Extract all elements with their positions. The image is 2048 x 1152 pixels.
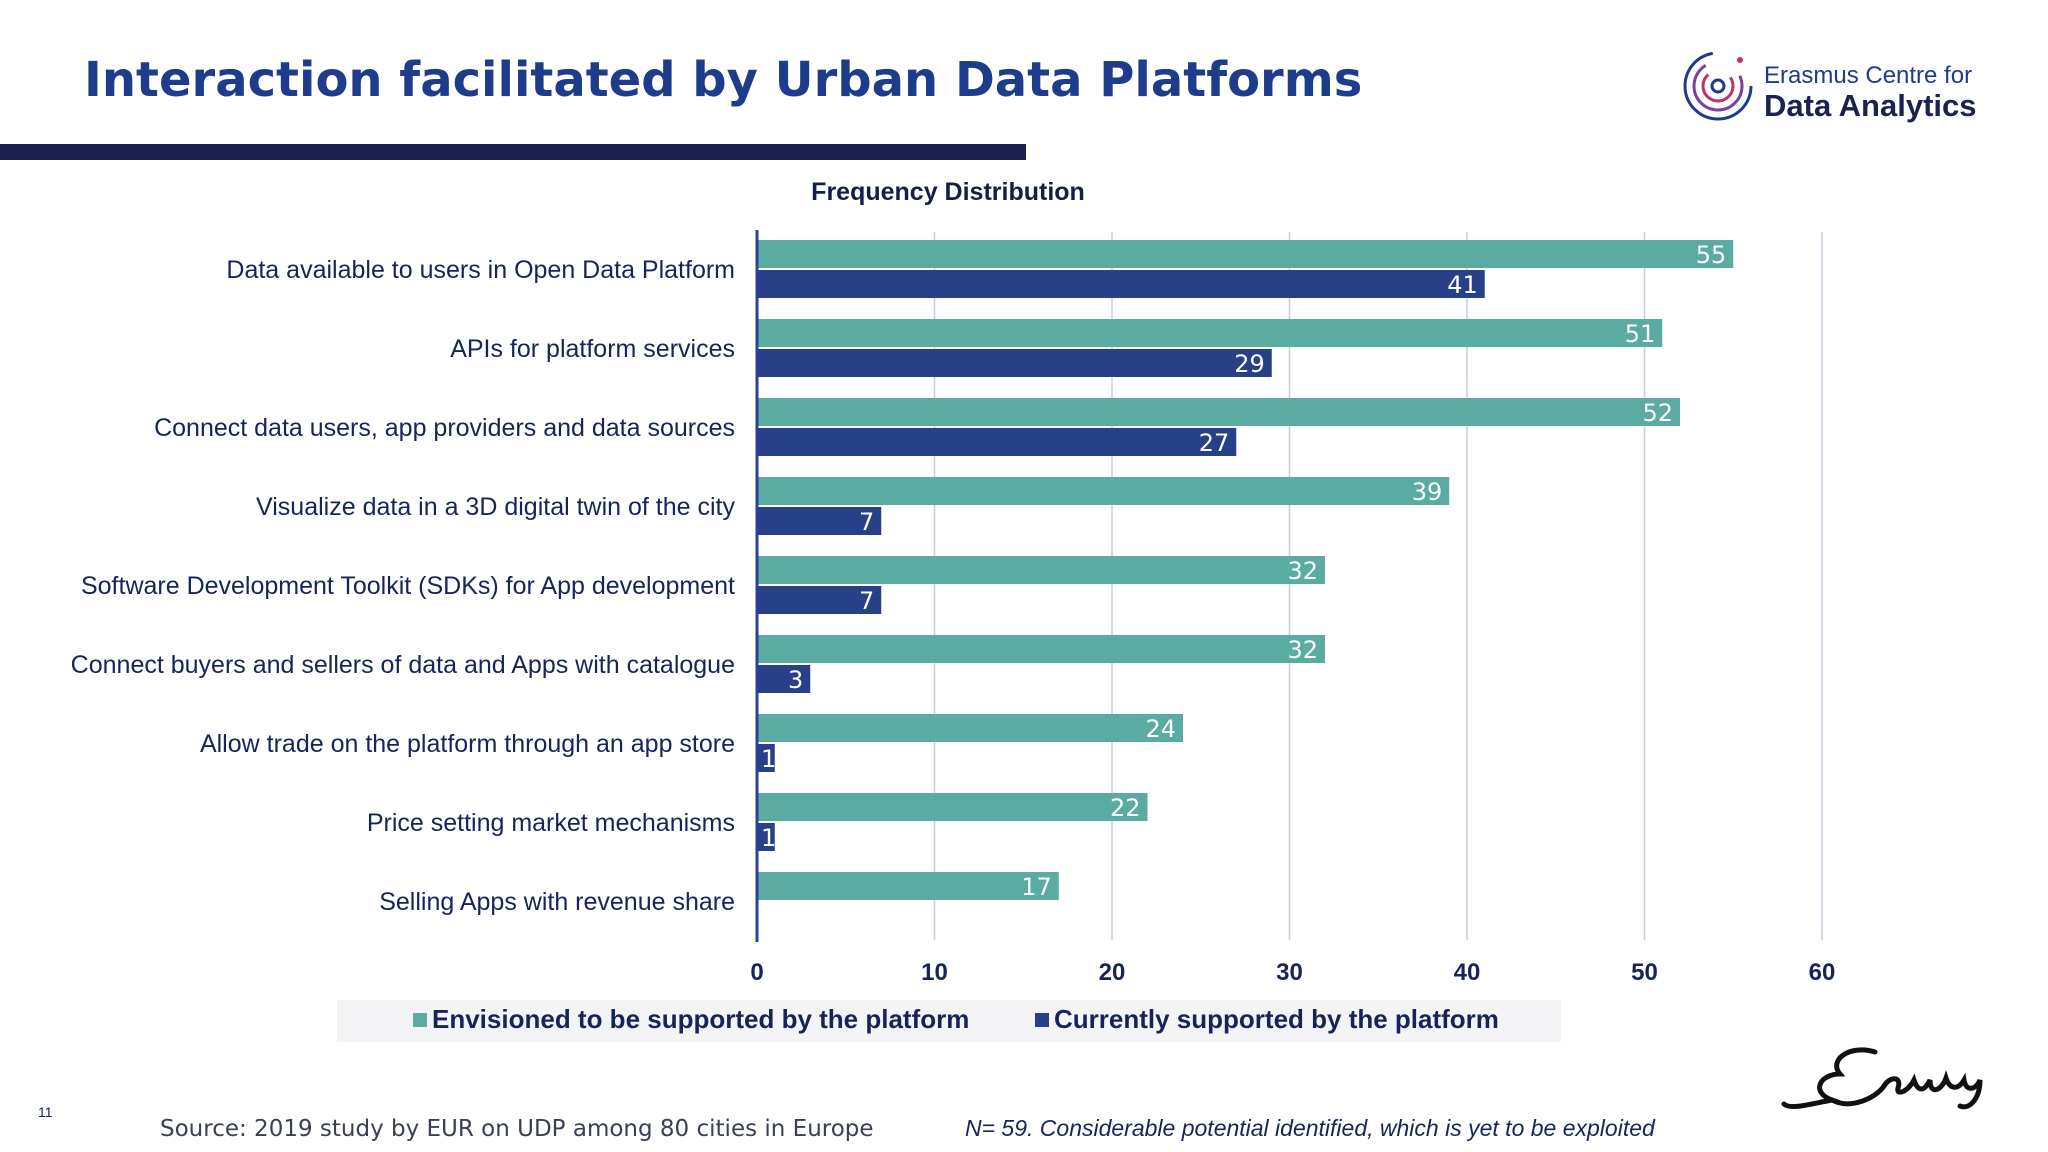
bar-envisioned [757,477,1450,505]
logo-line-1: Erasmus Centre for [1764,62,1973,89]
category-label: Visualize data in a 3D digital twin of t… [256,493,735,521]
x-tick-label: 20 [1099,959,1126,986]
data-label-envisioned: 39 [1412,478,1443,506]
bar-envisioned [757,793,1148,821]
x-tick-label: 0 [750,959,763,986]
category-label: Price setting market mechanisms [367,809,735,837]
frequency-chart: Frequency Distribution Data available to … [71,178,1836,1042]
bar-envisioned [757,714,1183,742]
data-label-envisioned: 52 [1642,399,1673,427]
erasmus-logo: Erasmus Centre for Data Analytics [1680,48,2000,128]
x-tick-label: 30 [1276,959,1303,986]
bar-current [757,349,1272,377]
page-title: Interaction facilitated by Urban Data Pl… [84,52,1363,108]
data-label-current: 27 [1199,429,1230,457]
bar-current [757,428,1237,456]
data-label-current: 41 [1447,271,1478,299]
legend-swatch-envisioned [413,1013,427,1027]
chart-title: Frequency Distribution [811,178,1085,206]
legend-label-envisioned: Envisioned to be supported by the platfo… [432,1004,969,1034]
bar-current [757,586,882,614]
bar-envisioned [757,556,1325,584]
data-label-envisioned: 24 [1145,715,1176,743]
bar-current [757,507,882,535]
data-label-current: 3 [788,666,803,694]
data-label-envisioned: 17 [1021,873,1052,901]
legend-box [337,1000,1561,1042]
category-label: Connect buyers and sellers of data and A… [71,651,735,679]
data-label-current: 1 [761,824,776,852]
category-label: Software Development Toolkit (SDKs) for … [81,572,735,600]
data-label-envisioned: 55 [1696,241,1727,269]
data-label-current: 29 [1234,350,1265,378]
logo-line-2: Data Analytics [1764,88,1977,123]
data-label-envisioned: 51 [1625,320,1656,348]
title-underline-bar [0,144,1026,160]
legend-swatch-current [1035,1013,1049,1027]
sample-note: N= 59. Considerable potential identified… [965,1115,1655,1141]
data-label-envisioned: 22 [1110,794,1141,822]
data-label-envisioned: 32 [1287,636,1318,664]
data-label-current: 7 [859,587,874,615]
data-label-envisioned: 32 [1287,557,1318,585]
bar-envisioned [757,635,1325,663]
bar-envisioned [757,872,1059,900]
page-number: 11 [38,1104,53,1120]
target-icon [1683,51,1753,121]
category-label: APIs for platform services [450,335,735,363]
data-label-current: 7 [859,508,874,536]
category-label: Data available to users in Open Data Pla… [226,256,735,284]
source-note: Source: 2019 study by EUR on UDP among 8… [160,1116,874,1142]
legend-label-current: Currently supported by the platform [1054,1004,1499,1034]
bar-current [757,270,1485,298]
bar-envisioned [757,319,1663,347]
data-label-current: 1 [761,745,776,773]
bar-current [757,823,775,851]
category-label: Connect data users, app providers and da… [154,414,735,442]
erasmus-signature [1781,1047,1983,1110]
category-label: Allow trade on the platform through an a… [200,730,735,758]
x-tick-label: 60 [1809,959,1836,986]
x-tick-label: 40 [1454,959,1481,986]
bar-current [757,665,811,693]
bar-envisioned [757,240,1734,268]
x-tick-label: 50 [1631,959,1658,986]
x-tick-label: 10 [921,959,948,986]
category-label: Selling Apps with revenue share [379,888,735,916]
bar-current [757,744,775,772]
bar-envisioned [757,398,1680,426]
